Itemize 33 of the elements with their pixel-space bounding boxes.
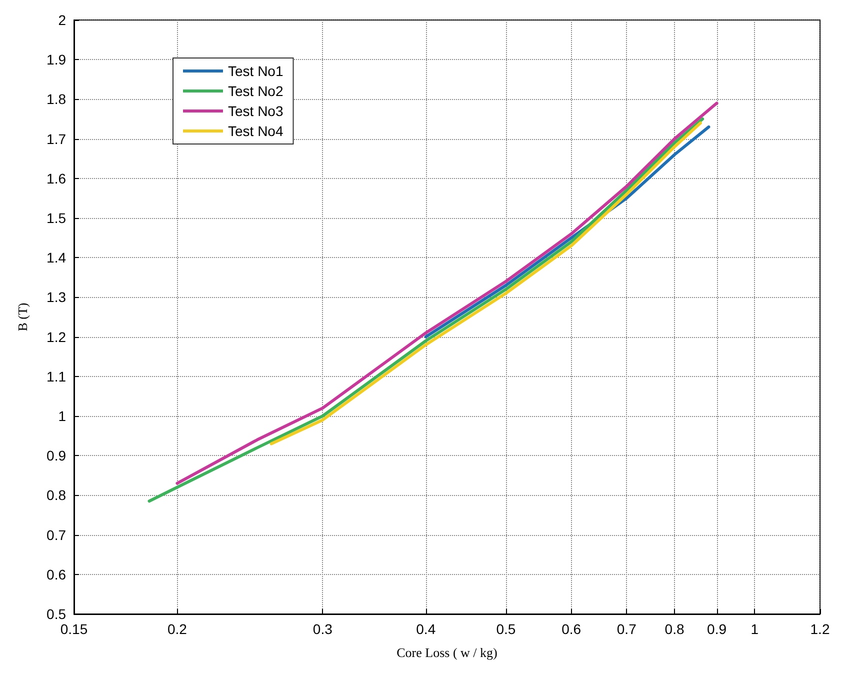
legend-label: Test No2 — [228, 83, 284, 99]
x-tick-label: 0.7 — [616, 621, 637, 637]
x-tick-label: 0.2 — [167, 621, 188, 637]
x-tick-label: 1.2 — [810, 621, 830, 637]
y-tick-label: 1.4 — [46, 250, 66, 266]
x-tick-label: 0.3 — [312, 621, 333, 637]
x-tick-label: 0.5 — [496, 621, 516, 637]
y-tick-label: 1.3 — [46, 289, 66, 306]
y-tick-label: 1.6 — [46, 170, 66, 186]
legend-label: Test No4 — [228, 123, 284, 139]
y-axis-title: B (T) — [15, 302, 30, 332]
y-tick-label: 1.9 — [46, 52, 66, 68]
y-tick-label: 1.1 — [46, 368, 66, 384]
y-tick-label: 2 — [58, 12, 66, 28]
y-tick-label: 0.8 — [46, 487, 66, 504]
y-tick-label: 0.9 — [46, 448, 66, 464]
y-tick-label: 0.6 — [46, 566, 66, 582]
y-tick-label: 1.7 — [46, 130, 66, 147]
x-tick-label: 0.8 — [664, 621, 684, 637]
x-tick-label: 1 — [750, 621, 759, 637]
x-tick-label: 0.4 — [416, 621, 436, 637]
y-tick-label: 0.7 — [46, 526, 66, 543]
y-tick-label: 1.5 — [46, 210, 66, 226]
y-tick-label: 1.8 — [46, 91, 66, 108]
y-tick-label: 1 — [58, 408, 66, 424]
x-axis-title: Core Loss ( w / kg) — [396, 645, 498, 660]
y-tick-label: 0.5 — [46, 606, 66, 622]
y-tick-label: 1.2 — [46, 328, 66, 345]
x-tick-label: 0.6 — [562, 621, 582, 637]
x-tick-label: 0.9 — [707, 621, 727, 637]
legend-label: Test No3 — [228, 103, 284, 119]
x-tick-label: 0.15 — [60, 621, 88, 637]
legend-label: Test No1 — [228, 63, 284, 79]
